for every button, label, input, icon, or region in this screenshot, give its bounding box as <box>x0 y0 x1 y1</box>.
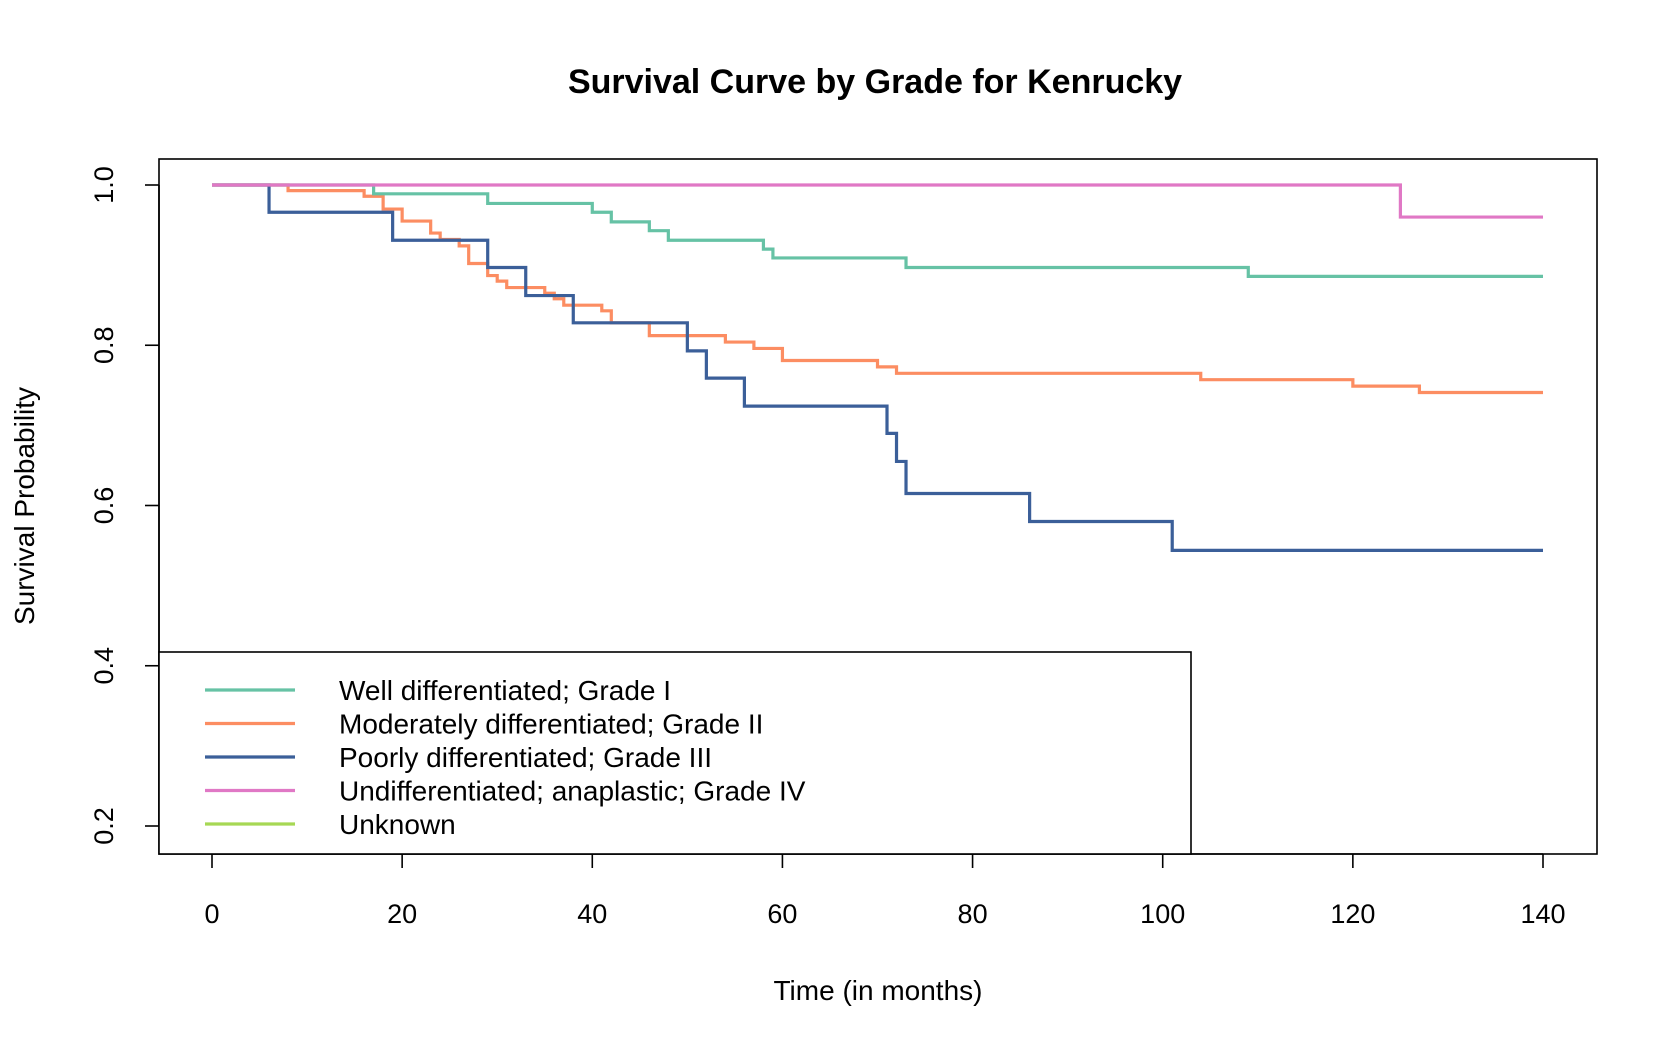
x-axis-label: Time (in months) <box>773 975 982 1006</box>
x-tick-label: 100 <box>1140 899 1185 929</box>
y-tick-label: 0.2 <box>89 807 119 845</box>
x-tick-label: 0 <box>204 899 219 929</box>
chart-title: Survival Curve by Grade for Kenrucky <box>568 63 1182 101</box>
survival-curves <box>212 183 1543 552</box>
x-tick-label: 40 <box>577 899 607 929</box>
y-tick-label: 0.6 <box>89 487 119 525</box>
x-tick-label: 20 <box>387 899 417 929</box>
y-tick-label: 0.8 <box>89 326 119 364</box>
x-tick-label: 120 <box>1330 899 1375 929</box>
x-axis: 0 20 40 60 80 100 120 140 <box>204 853 1566 929</box>
series-line <box>212 183 1543 395</box>
series-line <box>212 183 1543 552</box>
legend-label: Poorly differentiated; Grade III <box>339 742 712 773</box>
y-tick-label: 0.4 <box>89 647 119 685</box>
y-axis: 0.2 0.4 0.6 0.8 1.0 <box>89 166 160 845</box>
x-tick-label: 60 <box>767 899 797 929</box>
legend-label: Undifferentiated; anaplastic; Grade IV <box>339 776 806 807</box>
series-line <box>212 183 1543 219</box>
legend-label: Moderately differentiated; Grade II <box>339 709 763 740</box>
x-tick-label: 140 <box>1520 899 1565 929</box>
legend-label: Unknown <box>339 809 456 840</box>
series-line <box>212 183 1543 278</box>
y-axis-label: Survival Probability <box>9 387 40 625</box>
y-tick-label: 1.0 <box>89 166 119 204</box>
legend-box <box>158 651 1192 855</box>
legend-label: Well differentiated; Grade I <box>339 675 671 706</box>
x-tick-label: 80 <box>958 899 988 929</box>
